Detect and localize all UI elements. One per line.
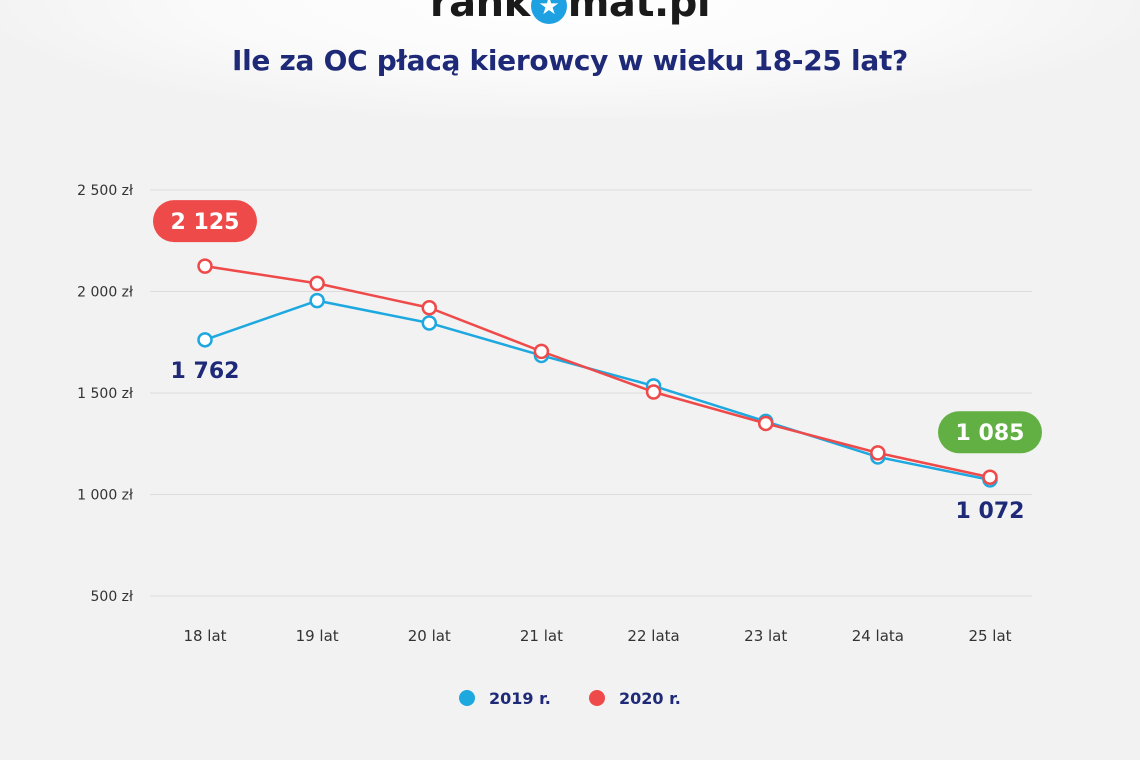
chart-title: Ile za OC płacą kierowcy w wieku 18-25 l… [232,44,908,77]
legend-marker-1 [589,690,605,706]
x-tick-label-6: 24 lata [852,627,904,645]
data-point-s0-1 [309,292,325,309]
logo-text-end: mat.pl [567,0,711,26]
data-point-s1-5 [757,415,774,432]
logo-text-start: rank [429,0,530,26]
value-badge-text-0: 2 125 [171,210,240,235]
legend-label-0: 2019 r. [489,689,551,708]
data-point-s1-4 [645,384,662,400]
data-point-s1-3 [533,343,550,360]
x-tick-label-1: 19 lat [296,627,339,645]
y-tick-label-4: 2 500 zł [77,183,133,199]
series-line-1 [204,264,991,479]
data-point-s1-0 [197,258,213,274]
value-badge-0 [153,200,257,243]
x-tick-label-3: 21 lat [520,627,563,645]
header: rank ★ mat.pl Ile za OC płacą kierowcy w w… [0,0,1140,118]
x-tick-label-7: 25 lat [968,627,1011,645]
value-label-1: 1 762 [171,359,240,384]
y-tick-label-2: 1 500 zł [77,386,133,402]
y-tick-label-1: 1 000 zł [77,488,133,504]
legend-marker-0 [459,690,475,706]
value-badge-2 [938,411,1042,454]
value-badge-text-2: 1 085 [956,421,1025,446]
data-point-s1-7 [982,469,998,485]
x-tick-label-0: 18 lat [183,627,226,645]
y-tick-label-0: 500 zł [91,589,134,605]
data-point-s0-0 [197,332,213,348]
x-tick-label-4: 22 lata [627,627,679,645]
data-point-s0-2 [421,315,438,331]
x-tick-label-5: 23 lat [744,627,787,645]
rankomat-logo: rank ★ mat.pl [0,0,1140,26]
legend-label-1: 2020 r. [619,689,681,708]
data-point-s1-2 [421,299,438,316]
value-label-3: 1 072 [956,499,1025,524]
data-point-s1-1 [309,275,325,292]
x-tick-label-2: 20 lat [408,627,451,645]
data-point-s1-6 [870,445,886,461]
y-tick-label-3: 2 000 zł [77,285,133,301]
